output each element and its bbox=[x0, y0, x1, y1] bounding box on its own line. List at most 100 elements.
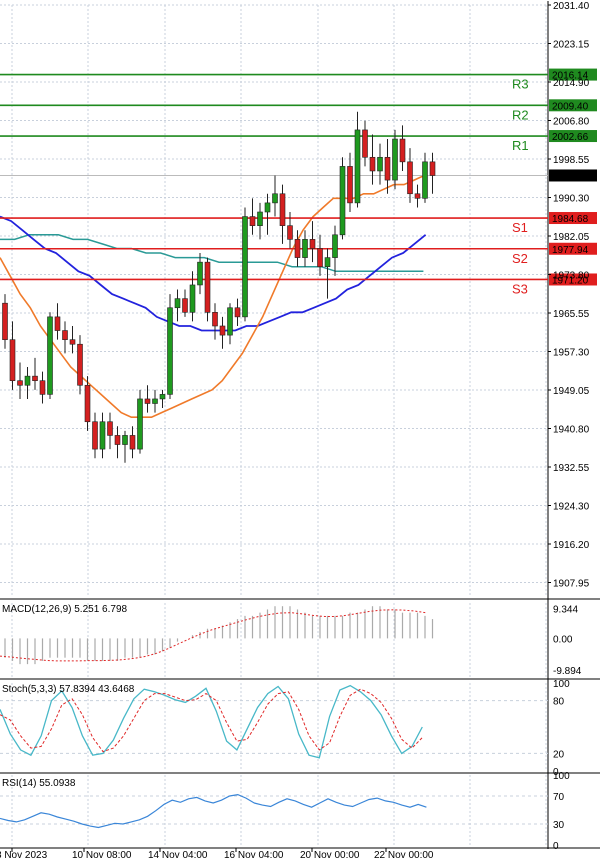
rsi-tick-label: 30 bbox=[553, 820, 565, 831]
candle-body bbox=[294, 239, 301, 258]
candle-body bbox=[384, 156, 391, 181]
macd-tick-label: 9.344 bbox=[553, 604, 578, 615]
current-price-box bbox=[549, 169, 597, 182]
candle-body bbox=[399, 138, 406, 163]
price-tick-label: 1916.20 bbox=[553, 540, 590, 551]
price-tick-label: 1940.80 bbox=[553, 425, 590, 436]
candle-body bbox=[167, 307, 173, 395]
time-axis: 8 Nov 2023 10 Nov 08:00 14 Nov 04:00 16 Nov… bbox=[0, 848, 434, 861]
stoch-d-line bbox=[0, 688, 423, 753]
candle-body bbox=[377, 156, 383, 172]
ma-long-line bbox=[0, 234, 424, 273]
level-price-box bbox=[549, 99, 597, 112]
candle-body bbox=[47, 316, 53, 395]
candle-body bbox=[129, 435, 136, 450]
candle-body bbox=[137, 398, 143, 450]
time-tick-label: 16 Nov 04:00 bbox=[224, 850, 284, 861]
candle-body bbox=[354, 129, 361, 204]
candle-body bbox=[197, 261, 203, 286]
stoch-tick-label: 100 bbox=[553, 679, 570, 690]
price-tick-label: 1932.55 bbox=[553, 463, 590, 474]
candle-body bbox=[242, 216, 248, 318]
candle-body bbox=[39, 380, 46, 395]
candle-body bbox=[234, 307, 241, 318]
level-label-r2: R2 bbox=[512, 107, 529, 122]
price-tick-label: 2006.80 bbox=[553, 117, 590, 128]
level-label-r3: R3 bbox=[512, 77, 529, 92]
candle-body bbox=[24, 375, 31, 386]
level-price-s1: 1984.68 bbox=[552, 214, 589, 225]
candle-body bbox=[332, 234, 338, 258]
candle-body bbox=[287, 225, 293, 240]
moving-averages bbox=[0, 174, 548, 418]
level-price-r1: 2002.66 bbox=[552, 132, 589, 143]
level-price-s3: 1971.20 bbox=[552, 275, 589, 286]
macd-tick-label: 0.00 bbox=[553, 634, 573, 645]
level-price-box bbox=[549, 212, 597, 225]
candle-body bbox=[272, 193, 278, 204]
candle-body bbox=[77, 343, 83, 386]
rsi-title: RSI(14) 55.0938 bbox=[2, 778, 76, 789]
candle-body bbox=[114, 435, 121, 445]
candle-body bbox=[62, 330, 68, 340]
macd-title: MACD(12,26,9) 5.251 6.798 bbox=[2, 604, 128, 615]
candle-body bbox=[309, 239, 316, 249]
current-price-label: 1994.01 bbox=[552, 171, 589, 182]
stoch-tick-label: 20 bbox=[553, 749, 565, 760]
ma-fast-line bbox=[0, 174, 425, 418]
candle-body bbox=[429, 161, 436, 176]
price-tick-label: 1990.30 bbox=[553, 194, 590, 205]
candle-body bbox=[99, 421, 106, 450]
rsi-tick-label: 100 bbox=[553, 771, 570, 782]
time-tick-label: 20 Nov 00:00 bbox=[300, 850, 360, 861]
price-tick-label: 1973.80 bbox=[553, 271, 590, 282]
stoch-k-line bbox=[0, 684, 423, 759]
candle-body bbox=[107, 421, 113, 436]
level-price-s2: 1977.94 bbox=[552, 245, 589, 256]
candle-body bbox=[144, 398, 151, 404]
stoch-tick-label: 80 bbox=[553, 697, 565, 708]
rsi-line bbox=[0, 793, 427, 829]
candle-body bbox=[9, 339, 16, 382]
level-label-r1: R1 bbox=[512, 138, 529, 153]
candle-body bbox=[317, 248, 323, 268]
candle-body bbox=[219, 325, 226, 336]
candle-body bbox=[249, 216, 256, 226]
candle-body bbox=[17, 380, 23, 386]
price-tick-label: 1949.05 bbox=[553, 386, 590, 397]
price-tick-label: 1982.05 bbox=[553, 232, 590, 243]
candle-body bbox=[279, 193, 286, 226]
price-tick-label: 1965.55 bbox=[553, 309, 590, 320]
time-tick-label: 10 Nov 08:00 bbox=[72, 850, 132, 861]
candle-body bbox=[189, 284, 196, 313]
level-price-box bbox=[549, 242, 597, 255]
support-resistance-levels: R3 2016.14 R2 2009.40 R1 2002.66 S1 1984.68 S2 19… bbox=[0, 68, 597, 296]
candlesticks bbox=[2, 111, 436, 463]
level-price-box bbox=[549, 273, 597, 286]
candle-body bbox=[159, 394, 166, 400]
price-tick-label: 2023.15 bbox=[553, 40, 590, 51]
price-tick-label: 1907.95 bbox=[553, 579, 590, 590]
candle-body bbox=[414, 193, 421, 199]
candle-body bbox=[69, 339, 76, 345]
candle-body bbox=[122, 435, 128, 445]
price-tick-label: 1957.30 bbox=[553, 348, 590, 359]
candle-body bbox=[32, 375, 38, 382]
time-tick-label: 14 Nov 04:00 bbox=[148, 850, 208, 861]
price-tick-label: 1998.55 bbox=[553, 155, 590, 166]
candle-body bbox=[212, 312, 218, 327]
candle-body bbox=[204, 261, 211, 313]
price-tick-label: 2031.40 bbox=[553, 1, 590, 12]
level-label-s2: S2 bbox=[512, 251, 528, 266]
price-axis: 2031.40 2023.15 2014.90 2006.80 1998.55 1990.… bbox=[548, 1, 597, 590]
level-price-box bbox=[549, 130, 597, 143]
candle-body bbox=[422, 161, 428, 199]
time-tick-label: 8 Nov 2023 bbox=[0, 850, 48, 861]
ma-slow-line bbox=[0, 215, 427, 332]
candle-body bbox=[182, 298, 188, 313]
level-label-s1: S1 bbox=[512, 220, 528, 235]
rsi-tick-label: 0 bbox=[553, 841, 559, 852]
candle-body bbox=[339, 166, 346, 236]
candle-body bbox=[257, 211, 263, 226]
